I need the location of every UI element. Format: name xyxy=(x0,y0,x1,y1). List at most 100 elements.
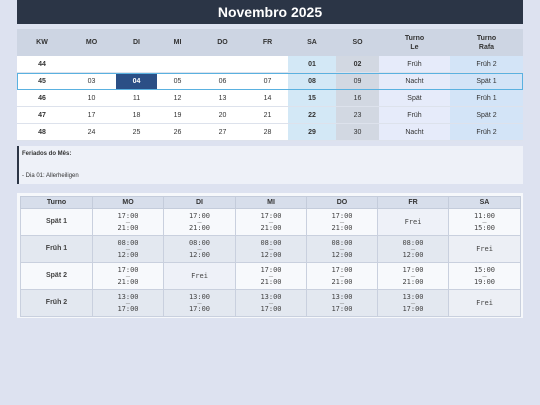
week-number: 48 xyxy=(17,123,67,141)
start-time: 08:00 xyxy=(331,239,353,247)
day-cell[interactable]: 22 xyxy=(288,106,336,124)
start-time: 17:00 xyxy=(331,266,353,274)
shift-rafa: Früh 1 xyxy=(450,89,523,107)
time-separator: – xyxy=(197,245,202,253)
day-cell[interactable]: 01 xyxy=(288,56,336,73)
end-time: 17:00 xyxy=(402,305,424,313)
week-number: 46 xyxy=(17,89,67,107)
day-cell[interactable]: 02 xyxy=(336,56,379,73)
day-cell[interactable]: 17 xyxy=(67,106,116,124)
day-cell[interactable]: 16 xyxy=(336,89,379,107)
day-cell[interactable]: 13 xyxy=(198,89,247,107)
calendar-header-4: DO xyxy=(198,29,247,56)
shift-time-cell: 17:00–21:00 xyxy=(235,262,307,290)
shift-time-cell: 08:00–12:00 xyxy=(163,235,236,263)
shift-rafa: Früh 2 xyxy=(450,56,523,73)
day-cell[interactable]: 21 xyxy=(247,106,288,124)
day-cell[interactable]: 23 xyxy=(336,106,379,124)
time-separator: – xyxy=(268,272,274,280)
day-cell[interactable]: 07 xyxy=(247,72,288,90)
week-row: 47 17 18 19 20 21 22 23 Früh Spät 2 xyxy=(17,106,523,124)
day-cell[interactable]: 30 xyxy=(336,123,379,141)
calendar-header-0: KW xyxy=(17,29,67,56)
day-cell xyxy=(157,56,198,73)
shift-header-1: MO xyxy=(92,196,164,209)
time-separator: – xyxy=(410,272,416,280)
shift-time-cell: 13:00–17:00 xyxy=(377,289,449,317)
shift-time-cell: 13:00–17:00 xyxy=(92,289,164,317)
shift-time-cell: 17:00–21:00 xyxy=(377,262,449,290)
shift-time-cell: Frei xyxy=(448,289,521,317)
shift-le: Nacht xyxy=(379,72,450,90)
day-cell[interactable]: 03 xyxy=(67,72,116,90)
start-time: 17:00 xyxy=(331,212,353,220)
shift-le: Früh xyxy=(379,56,450,73)
shift-schedule-panel: Turno MO DI MI DO FR SA Spät 1 17:00–21:00 17:00… xyxy=(17,193,523,318)
start-time: 17:00 xyxy=(260,212,282,220)
day-cell[interactable]: 09 xyxy=(336,72,379,90)
day-cell[interactable]: 04 xyxy=(116,72,157,90)
calendar-header-7: SO xyxy=(336,29,379,56)
shift-time-cell: 17:00–21:00 xyxy=(92,262,164,290)
day-cell[interactable]: 18 xyxy=(116,106,157,124)
start-time: 11:00 xyxy=(473,212,496,220)
day-cell[interactable]: 08 xyxy=(288,72,336,90)
end-time: 21:00 xyxy=(117,224,139,232)
end-time: 21:00 xyxy=(260,278,282,286)
time-separator: – xyxy=(125,245,131,253)
day-cell[interactable]: 29 xyxy=(288,123,336,141)
shift-name: Früh 1 xyxy=(20,235,93,263)
day-cell[interactable]: 11 xyxy=(116,89,157,107)
time-separator: – xyxy=(339,299,345,307)
day-cell[interactable]: 20 xyxy=(198,106,247,124)
time-separator: – xyxy=(482,272,487,280)
end-time: 12:00 xyxy=(260,251,282,259)
month-title: Novembro 2025 xyxy=(17,0,523,24)
shift-time-cell: 13:00–17:00 xyxy=(163,289,236,317)
start-time: 17:00 xyxy=(188,212,211,220)
day-cell[interactable]: 14 xyxy=(247,89,288,107)
time-separator: – xyxy=(410,245,416,253)
shift-le: Früh xyxy=(379,106,450,124)
calendar-header-3: MI xyxy=(157,29,198,56)
time-separator: – xyxy=(268,218,274,226)
start-time: 17:00 xyxy=(117,212,139,220)
day-cell xyxy=(198,56,247,73)
end-time: 17:00 xyxy=(260,305,282,313)
time-separator: – xyxy=(197,218,202,226)
shift-table: Turno MO DI MI DO FR SA Spät 1 17:00–21:00 17:00… xyxy=(20,196,521,317)
shift-le: Nacht xyxy=(379,123,450,141)
time-separator: – xyxy=(268,299,274,307)
day-cell[interactable]: 28 xyxy=(247,123,288,141)
start-time: 13:00 xyxy=(188,293,211,301)
time-separator: – xyxy=(339,272,345,280)
holidays-panel: Feriados do Mês: - Dia 01: Allerheiligen xyxy=(17,146,523,184)
day-cell[interactable]: 10 xyxy=(67,89,116,107)
calendar-table: KW MO DI MI DO FR SA SO Turno Le Turno Rafa 44 01 0… xyxy=(17,29,523,141)
time-separator: – xyxy=(268,245,274,253)
time-separator: – xyxy=(482,218,487,226)
shift-time-cell: 15:00–19:00 xyxy=(448,262,521,290)
day-cell[interactable]: 19 xyxy=(157,106,198,124)
day-cell[interactable]: 06 xyxy=(198,72,247,90)
shift-time-cell: 08:00–12:00 xyxy=(377,235,449,263)
shift-header-2: DI xyxy=(163,196,236,209)
holidays-title: Feriados do Mês: xyxy=(22,151,72,157)
shift-header-5: FR xyxy=(377,196,449,209)
end-time: 15:00 xyxy=(473,224,496,232)
day-cell xyxy=(116,56,157,73)
shift-time-cell: 13:00–17:00 xyxy=(306,289,378,317)
day-cell[interactable]: 15 xyxy=(288,89,336,107)
day-cell[interactable]: 27 xyxy=(198,123,247,141)
day-cell[interactable]: 24 xyxy=(67,123,116,141)
shift-time-cell: 08:00–12:00 xyxy=(235,235,307,263)
day-cell[interactable]: 05 xyxy=(157,72,198,90)
day-cell[interactable]: 26 xyxy=(157,123,198,141)
holiday-item: - Dia 01: Allerheiligen xyxy=(22,173,79,179)
day-cell[interactable]: 25 xyxy=(116,123,157,141)
shift-time-cell: Frei xyxy=(448,235,521,263)
shift-row: Früh 2 13:00–17:00 13:00–17:00 13:00–17:00 1… xyxy=(20,289,521,317)
start-time: 15:00 xyxy=(473,266,496,274)
shift-time-cell: 08:00–12:00 xyxy=(92,235,164,263)
day-cell[interactable]: 12 xyxy=(157,89,198,107)
